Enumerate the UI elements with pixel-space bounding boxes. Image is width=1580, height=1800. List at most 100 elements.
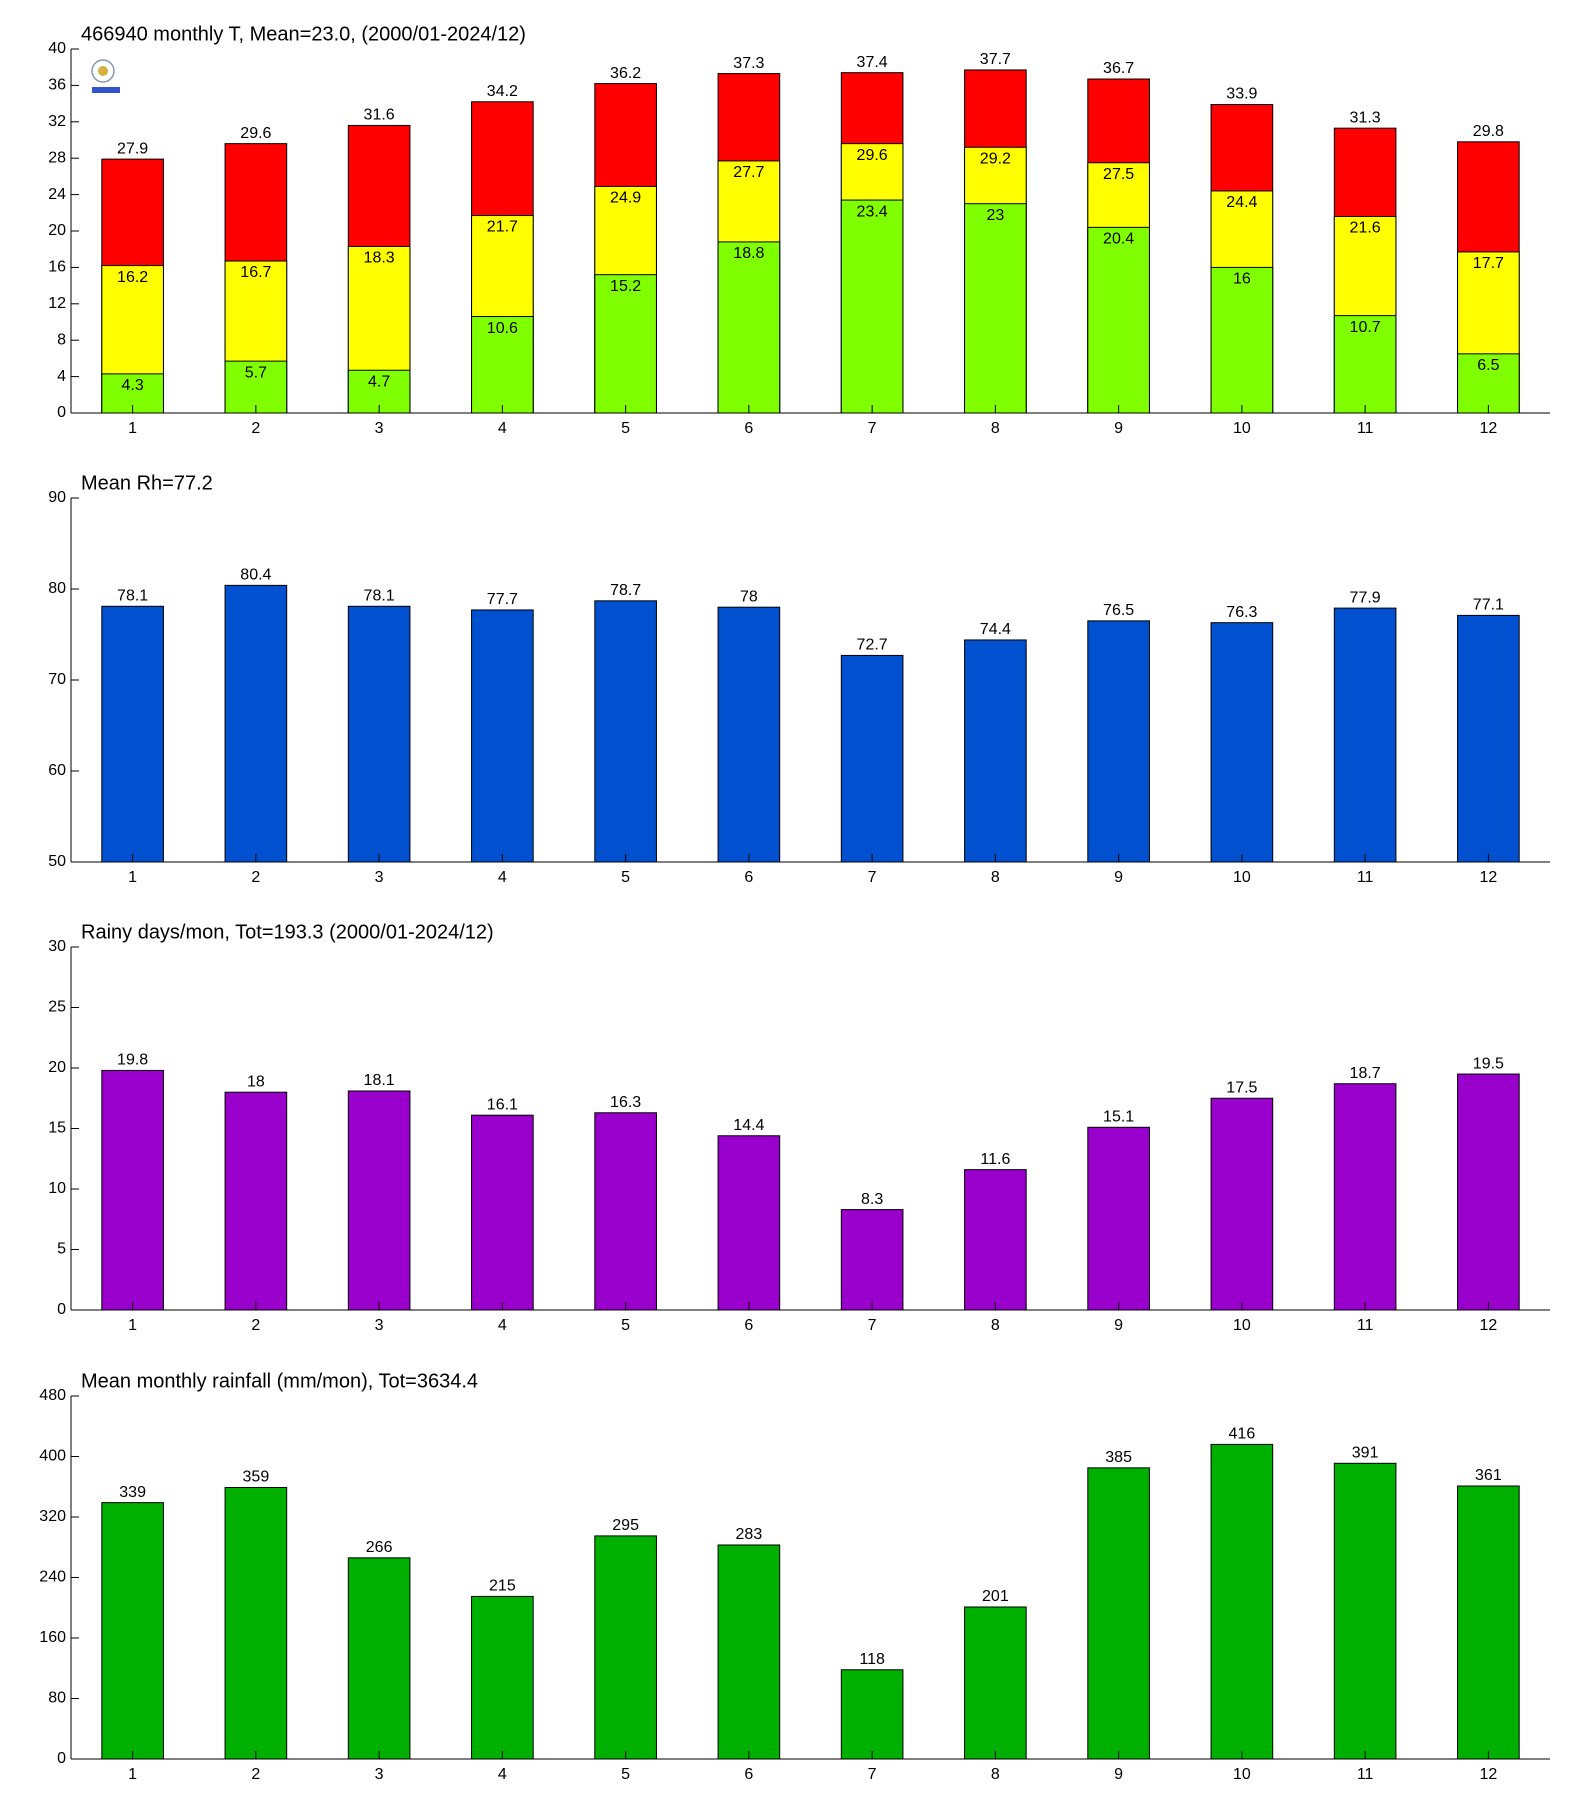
data-label: 31.3: [1350, 109, 1381, 126]
y-tick-label: 70: [48, 671, 66, 688]
data-label: 20.4: [1103, 231, 1134, 248]
x-tick-label: 12: [1479, 869, 1497, 886]
y-tick-label: 5: [57, 1241, 66, 1258]
y-tick-label: 8: [57, 331, 66, 348]
data-label: 78.1: [364, 588, 395, 605]
data-label: 283: [736, 1526, 763, 1543]
x-tick-label: 9: [1114, 1766, 1123, 1783]
bar: [1333, 1462, 1397, 1760]
y-tick-label: 12: [48, 295, 66, 312]
x-tick-label: 7: [868, 420, 877, 437]
data-label: 72.7: [857, 637, 888, 654]
x-tick-label: 9: [1114, 869, 1123, 886]
data-label: 385: [1105, 1449, 1132, 1466]
x-tick-label: 3: [375, 1317, 384, 1334]
y-tick-label: 25: [48, 999, 66, 1016]
data-label: 10.7: [1350, 319, 1381, 336]
x-tick-label: 6: [744, 1317, 753, 1334]
bar: [1333, 315, 1397, 414]
bar: [594, 1535, 657, 1760]
bar: [964, 203, 1027, 414]
x-tick-label: 7: [868, 869, 877, 886]
x-tick-label: 10: [1233, 869, 1251, 886]
chart-title: 466940 monthly T, Mean=23.0, (2000/01-20…: [81, 23, 526, 45]
x-tick-label: 10: [1233, 1766, 1251, 1783]
x-tick-label: 2: [251, 1766, 260, 1783]
bar: [1333, 1083, 1397, 1311]
data-label: 24.9: [610, 190, 641, 207]
data-label: 77.1: [1473, 597, 1504, 614]
bar: [347, 1090, 411, 1311]
x-tick-label: 7: [868, 1766, 877, 1783]
data-label: 37.3: [733, 55, 764, 72]
data-label: 10.6: [487, 320, 518, 337]
bar: [964, 639, 1027, 863]
y-tick-label: 50: [48, 853, 66, 870]
data-label: 15.2: [610, 278, 641, 295]
bar: [471, 316, 534, 414]
y-tick-label: 36: [48, 77, 66, 94]
bar: [840, 1669, 904, 1760]
data-label: 215: [489, 1578, 516, 1595]
data-label: 77.9: [1350, 589, 1381, 606]
y-tick-label: 20: [48, 222, 66, 239]
data-label: 201: [982, 1588, 1009, 1605]
chart-title: Rainy days/mon, Tot=193.3 (2000/01-2024/…: [81, 921, 494, 943]
data-label: 18.1: [364, 1072, 395, 1089]
x-tick-label: 2: [251, 869, 260, 886]
bar: [347, 1557, 411, 1760]
bar: [1457, 353, 1520, 414]
x-tick-label: 1: [128, 1766, 137, 1783]
y-tick-label: 10: [48, 1180, 66, 1197]
data-label: 15.1: [1103, 1109, 1134, 1126]
data-label: 11.6: [980, 1151, 1010, 1168]
x-tick-label: 2: [251, 1317, 260, 1334]
x-tick-label: 5: [621, 1766, 630, 1783]
y-tick-label: 0: [57, 1301, 66, 1318]
data-label: 391: [1352, 1445, 1379, 1462]
data-label: 78: [740, 588, 758, 605]
data-label: 29.6: [240, 125, 271, 142]
x-tick-label: 5: [621, 420, 630, 437]
bar: [1333, 607, 1397, 863]
x-tick-label: 1: [128, 869, 137, 886]
data-label: 17.7: [1473, 255, 1504, 272]
data-label: 31.6: [364, 107, 395, 124]
bar: [1087, 1126, 1150, 1311]
bar: [594, 274, 657, 414]
x-tick-label: 9: [1114, 1317, 1123, 1334]
data-label: 80.4: [240, 567, 271, 584]
bar: [471, 1114, 534, 1311]
data-label: 24.4: [1226, 194, 1257, 211]
y-tick-label: 240: [39, 1569, 66, 1586]
data-label: 118: [859, 1651, 885, 1668]
data-label: 33.9: [1226, 86, 1257, 103]
data-label: 77.7: [487, 591, 518, 608]
y-tick-label: 16: [48, 259, 66, 276]
y-tick-label: 160: [39, 1629, 66, 1646]
bar: [1457, 1073, 1520, 1311]
bar: [347, 605, 411, 863]
bar: [1087, 1467, 1150, 1760]
x-tick-label: 11: [1357, 420, 1374, 437]
x-tick-label: 1: [128, 1317, 137, 1334]
bar: [1210, 1443, 1274, 1760]
data-label: 21.6: [1350, 220, 1381, 237]
bar: [717, 606, 781, 863]
data-label: 416: [1229, 1426, 1256, 1443]
data-label: 37.4: [857, 54, 888, 71]
y-tick-label: 400: [39, 1448, 66, 1465]
data-label: 29.2: [980, 150, 1011, 167]
x-tick-label: 6: [744, 420, 753, 437]
data-label: 16: [1233, 271, 1251, 288]
bar: [101, 1502, 164, 1760]
x-tick-label: 8: [991, 1766, 1000, 1783]
x-tick-label: 4: [498, 1317, 507, 1334]
y-tick-label: 24: [48, 186, 66, 203]
y-tick-label: 32: [48, 113, 66, 130]
x-tick-label: 3: [375, 1766, 384, 1783]
data-label: 27.5: [1103, 166, 1134, 183]
data-label: 16.3: [610, 1094, 641, 1111]
data-label: 17.5: [1226, 1079, 1257, 1096]
